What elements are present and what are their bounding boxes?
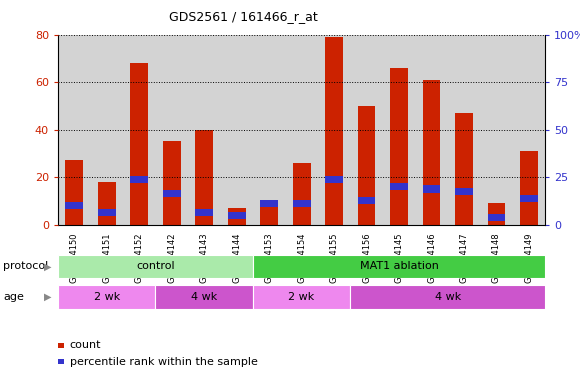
- Bar: [260, 200, 278, 207]
- Bar: [195, 130, 213, 225]
- Bar: [66, 202, 83, 209]
- Text: protocol: protocol: [3, 262, 48, 271]
- Bar: [390, 68, 408, 225]
- Bar: [455, 113, 473, 225]
- Bar: [520, 151, 538, 225]
- Bar: [423, 80, 440, 225]
- Bar: [260, 201, 278, 225]
- Text: MAT1 ablation: MAT1 ablation: [360, 262, 438, 271]
- Bar: [195, 209, 213, 216]
- Bar: [390, 183, 408, 190]
- Bar: [293, 200, 310, 207]
- Bar: [58, 255, 253, 278]
- Bar: [66, 161, 83, 225]
- Bar: [488, 203, 505, 225]
- Bar: [293, 163, 310, 225]
- Text: ▶: ▶: [45, 292, 52, 302]
- Bar: [228, 212, 245, 219]
- Text: control: control: [136, 262, 175, 271]
- Bar: [358, 197, 375, 204]
- Text: 4 wk: 4 wk: [434, 292, 461, 302]
- Bar: [350, 285, 545, 309]
- Text: age: age: [3, 292, 24, 302]
- Bar: [423, 185, 440, 192]
- Bar: [130, 176, 148, 183]
- Bar: [325, 176, 343, 183]
- Bar: [358, 106, 375, 225]
- Bar: [253, 285, 350, 309]
- Text: 2 wk: 2 wk: [288, 292, 315, 302]
- Text: ▶: ▶: [45, 262, 52, 271]
- Bar: [98, 182, 115, 225]
- Text: count: count: [70, 340, 101, 350]
- Bar: [98, 209, 115, 216]
- Bar: [325, 37, 343, 225]
- Bar: [253, 255, 545, 278]
- Bar: [155, 285, 253, 309]
- Text: GDS2561 / 161466_r_at: GDS2561 / 161466_r_at: [169, 10, 318, 23]
- Bar: [130, 63, 148, 225]
- Bar: [58, 285, 155, 309]
- Text: 2 wk: 2 wk: [93, 292, 120, 302]
- Bar: [520, 195, 538, 202]
- Text: percentile rank within the sample: percentile rank within the sample: [70, 357, 258, 367]
- Bar: [163, 141, 180, 225]
- Text: 4 wk: 4 wk: [191, 292, 218, 302]
- Bar: [228, 208, 245, 225]
- Bar: [455, 188, 473, 195]
- Bar: [488, 214, 505, 221]
- Bar: [163, 190, 180, 197]
